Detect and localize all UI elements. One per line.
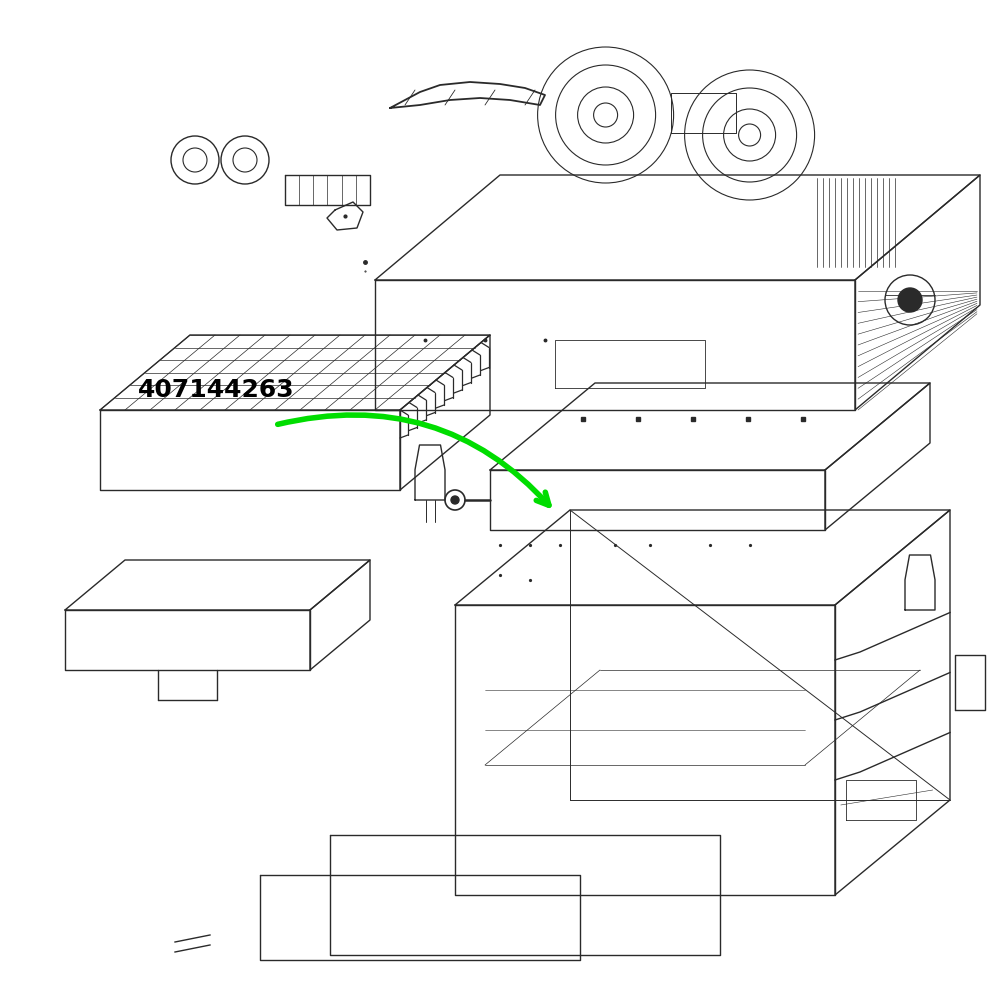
- Text: 407144263: 407144263: [138, 378, 295, 402]
- Circle shape: [451, 496, 459, 504]
- Circle shape: [898, 288, 922, 312]
